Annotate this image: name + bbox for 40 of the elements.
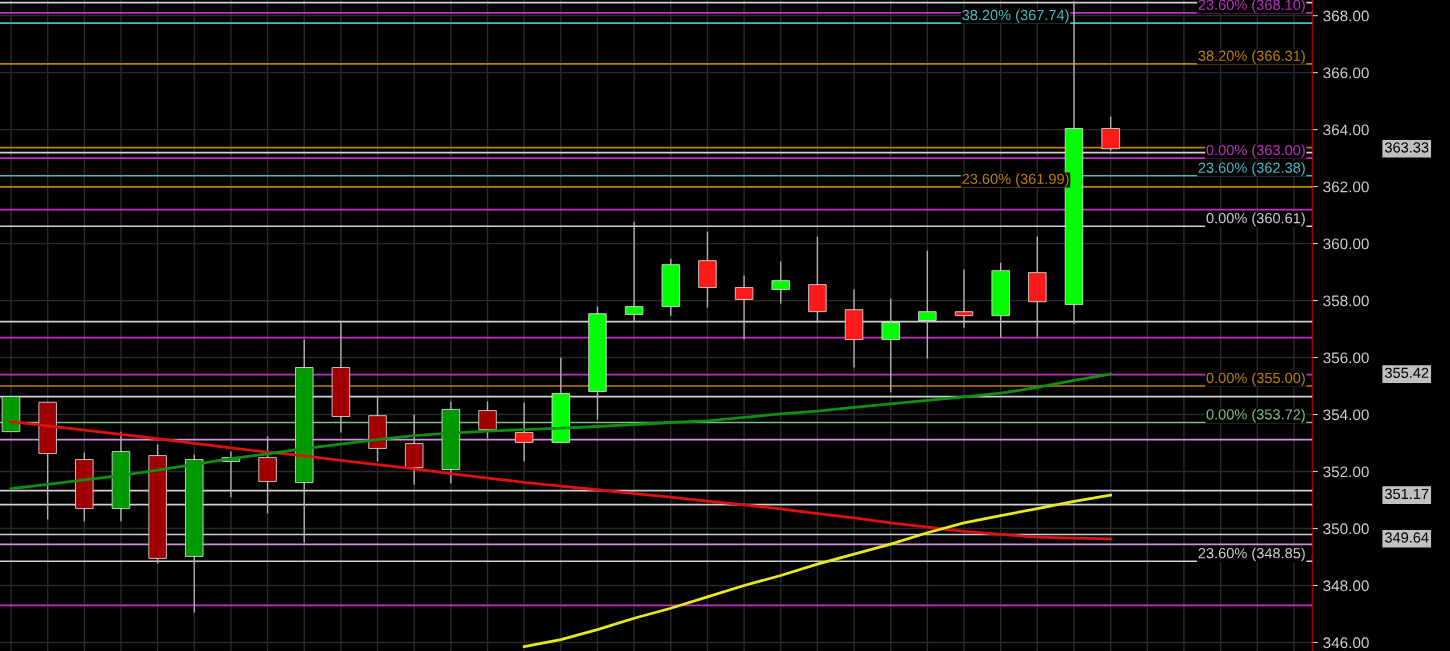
y-tick-label: 346.00: [1323, 637, 1369, 649]
ref-line-label: 23.60% (362.38): [1198, 162, 1305, 176]
y-tick-label: 358.00: [1323, 295, 1369, 307]
candlestick: [918, 250, 937, 360]
candlestick: [404, 413, 424, 486]
ref-line-label: 0.00% (360.61): [1206, 212, 1305, 227]
candlestick: [771, 260, 790, 305]
candlestick: [734, 274, 754, 341]
y-tick-label: 356.00: [1323, 352, 1369, 364]
ref-line-label: 23.60% (368.10): [1198, 0, 1305, 13]
candlestick: [881, 297, 900, 394]
text: 363.33: [1384, 142, 1429, 153]
line-series: [9, 420, 1113, 541]
y-tick-label: 348.00: [1323, 580, 1369, 592]
line-series: [522, 493, 1113, 649]
y-tick-label: 368.00: [1323, 10, 1369, 22]
candlestick: [258, 435, 277, 515]
y-tick-label: 364.00: [1323, 124, 1369, 136]
candlestick: [1101, 115, 1120, 152]
line-series: [9, 372, 1113, 490]
y-tick-label: 352.00: [1323, 466, 1369, 478]
candlestick: [624, 220, 644, 323]
candlestick: [954, 268, 974, 329]
ref-line-label: 0.00% (355.00): [1206, 372, 1305, 387]
ref-line-label: 0.00% (353.72): [1206, 408, 1305, 423]
y-tick-label: 362.00: [1323, 181, 1369, 193]
text: 355.42: [1384, 367, 1429, 378]
candlestick: [478, 400, 497, 440]
candlestick: [514, 401, 534, 463]
y-tick-label: 360.00: [1323, 238, 1369, 250]
text: 351.17: [1384, 488, 1429, 500]
ref-line-label: 38.20% (366.31): [1198, 50, 1305, 64]
ref-line-label: 23.60% (361.99): [962, 173, 1069, 187]
ref-line-label: 23.60% (348.85): [1198, 547, 1305, 562]
y-tick-label: 366.00: [1323, 67, 1369, 79]
ref-line-label: 0.00% (363.00): [1206, 144, 1305, 159]
ref-line-label: 38.20% (367.74): [962, 9, 1069, 24]
y-tick-label: 350.00: [1323, 523, 1369, 535]
text: 349.64: [1384, 532, 1429, 543]
y-tick-label: 354.00: [1323, 409, 1369, 421]
